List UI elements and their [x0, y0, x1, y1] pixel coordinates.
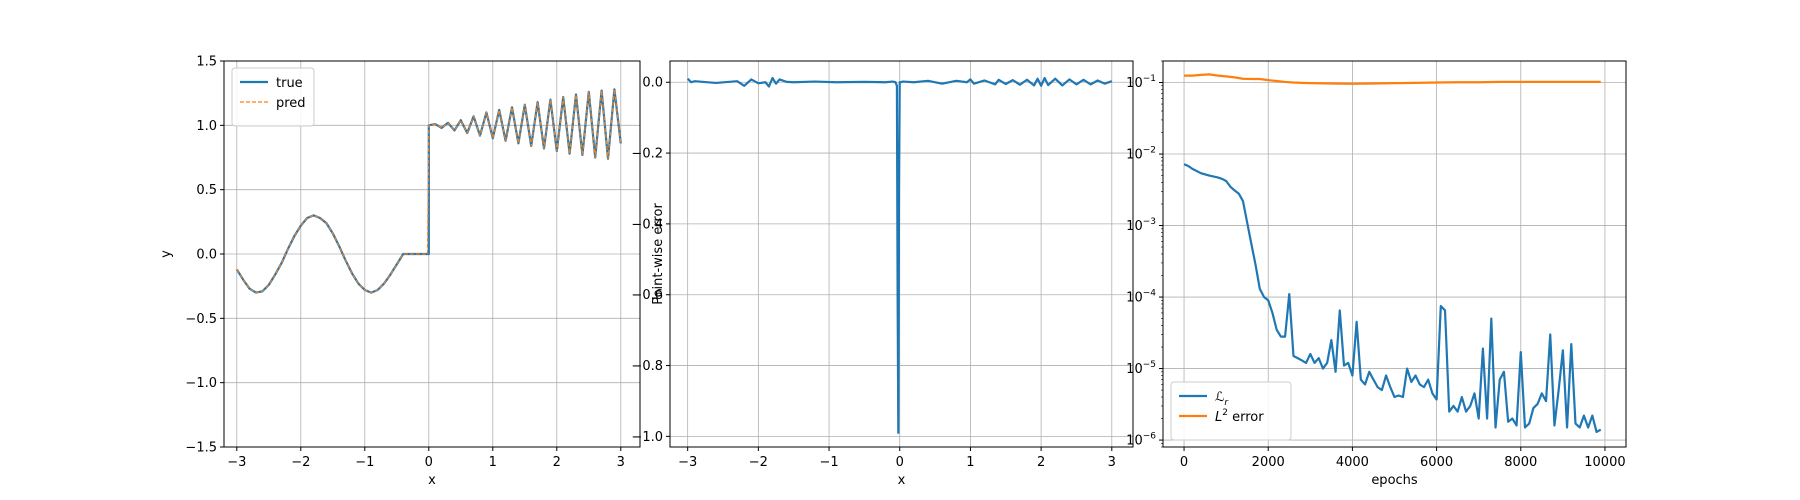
x-tick-label: 1: [489, 455, 497, 470]
x-tick-label: −3: [227, 455, 246, 470]
y-tick-label: 10−1: [1126, 74, 1156, 91]
legend-label: true: [276, 76, 303, 91]
x-tick-label: 8000: [1504, 455, 1537, 470]
chart-panel-2: −3 −2 −1 0 1 2 3 −1.0 −0.8 −0.6 −0.4 −0.2 0.0 x Point-…: [631, 60, 1134, 488]
y-tick-label: −0.6: [631, 288, 663, 303]
x-tick-label: 0: [425, 455, 433, 470]
x-tick-label: 1: [966, 455, 974, 470]
y-axis-label: y: [159, 250, 174, 258]
legend: true pred: [231, 67, 315, 127]
series-line-1: [686, 76, 1113, 434]
x-tick-label: −1: [355, 455, 374, 470]
y-tick-label: 0.5: [196, 183, 217, 198]
axes-frame: [669, 60, 1134, 448]
x-tick-label: 2000: [1252, 455, 1285, 470]
x-tick-label: 2: [553, 455, 561, 470]
y-tick-label: 1.0: [196, 119, 217, 134]
y-tick-label: 10−3: [1126, 217, 1156, 234]
x-tick-label: 0: [1180, 455, 1188, 470]
x-tick-label: −2: [749, 455, 768, 470]
x-tick-label: 2: [1037, 455, 1045, 470]
y-tick-label: −1.0: [185, 376, 217, 391]
chart-panel-3: 0 2000 4000 6000 8000 10000 10−6 10−5 10−4 10−3 10…: [1126, 60, 1627, 488]
y-tick-label: 1.5: [196, 55, 217, 70]
y-tick-label: −0.8: [631, 359, 663, 374]
x-tick-label: −1: [819, 455, 838, 470]
y-axis-label: Point-wise error: [651, 203, 666, 305]
y-tick-label: 0.0: [642, 76, 663, 91]
x-tick-label: 6000: [1420, 455, 1453, 470]
y-tick-label: 10−4: [1126, 289, 1156, 306]
x-tick-label: −2: [291, 455, 310, 470]
y-tick-label: −0.2: [631, 147, 663, 162]
y-tick-label: 10−5: [1126, 360, 1156, 377]
legend-label: L2 error: [1215, 408, 1264, 425]
y-tick-label: 10−2: [1126, 146, 1156, 163]
x-tick-label: 3: [617, 455, 625, 470]
x-axis-label: x: [428, 473, 436, 488]
x-tick-label: −3: [678, 455, 697, 470]
series-line-2: [1184, 73, 1601, 85]
x-tick-label: 0: [896, 455, 904, 470]
chart-panel-1: −3 −2 −1 0 1 2 3 −1.5 −1.0 −0.5 0.0 0.5 1.0 1.5 x y true…: [159, 55, 641, 488]
x-axis-label: epochs: [1371, 473, 1418, 488]
series-line-2: [236, 88, 622, 294]
y-tick-label: −1.0: [631, 430, 663, 445]
y-tick-label: −1.5: [185, 441, 217, 456]
legend-label: pred: [276, 96, 306, 111]
y-tick-label: −0.5: [185, 312, 217, 327]
x-tick-label: 3: [1108, 455, 1116, 470]
y-tick-label: −0.4: [631, 217, 663, 232]
y-tick-label: 10−6: [1126, 432, 1156, 449]
series-line-1: [1183, 163, 1602, 434]
x-tick-label: 4000: [1336, 455, 1369, 470]
y-tick-label: 0.0: [196, 248, 217, 263]
x-axis-label: x: [898, 473, 906, 488]
legend-label: ℒr: [1215, 390, 1229, 408]
x-tick-label: 10000: [1584, 455, 1625, 470]
